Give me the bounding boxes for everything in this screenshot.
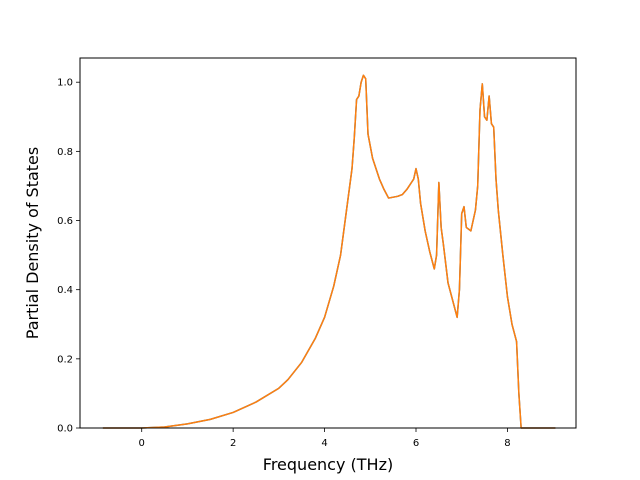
- x-tick-label: 2: [230, 438, 236, 449]
- y-axis-ticks: 0.0 0.2 0.4 0.6 0.8 1.0: [57, 78, 80, 435]
- y-tick-label: 1.0: [57, 78, 73, 89]
- y-axis-label: Partial Density of States: [23, 147, 42, 339]
- y-tick-label: 0.0: [57, 424, 73, 435]
- y-tick-label: 0.2: [57, 354, 73, 365]
- y-tick-label: 0.4: [57, 285, 73, 296]
- y-tick-label: 0.8: [57, 147, 73, 158]
- x-axis-ticks: 0 2 4 6 8: [139, 428, 511, 449]
- x-tick-label: 0: [139, 438, 145, 449]
- plot-frame: [79, 57, 577, 429]
- series-line-1: [102, 74, 556, 429]
- x-tick-label: 4: [321, 438, 327, 449]
- series-layer: [102, 74, 556, 429]
- x-tick-label: 6: [413, 438, 419, 449]
- plot-area: [80, 58, 576, 428]
- x-tick-label: 8: [504, 438, 510, 449]
- y-tick-label: 0.6: [57, 216, 73, 227]
- x-axis-label: Frequency (THz): [263, 455, 393, 474]
